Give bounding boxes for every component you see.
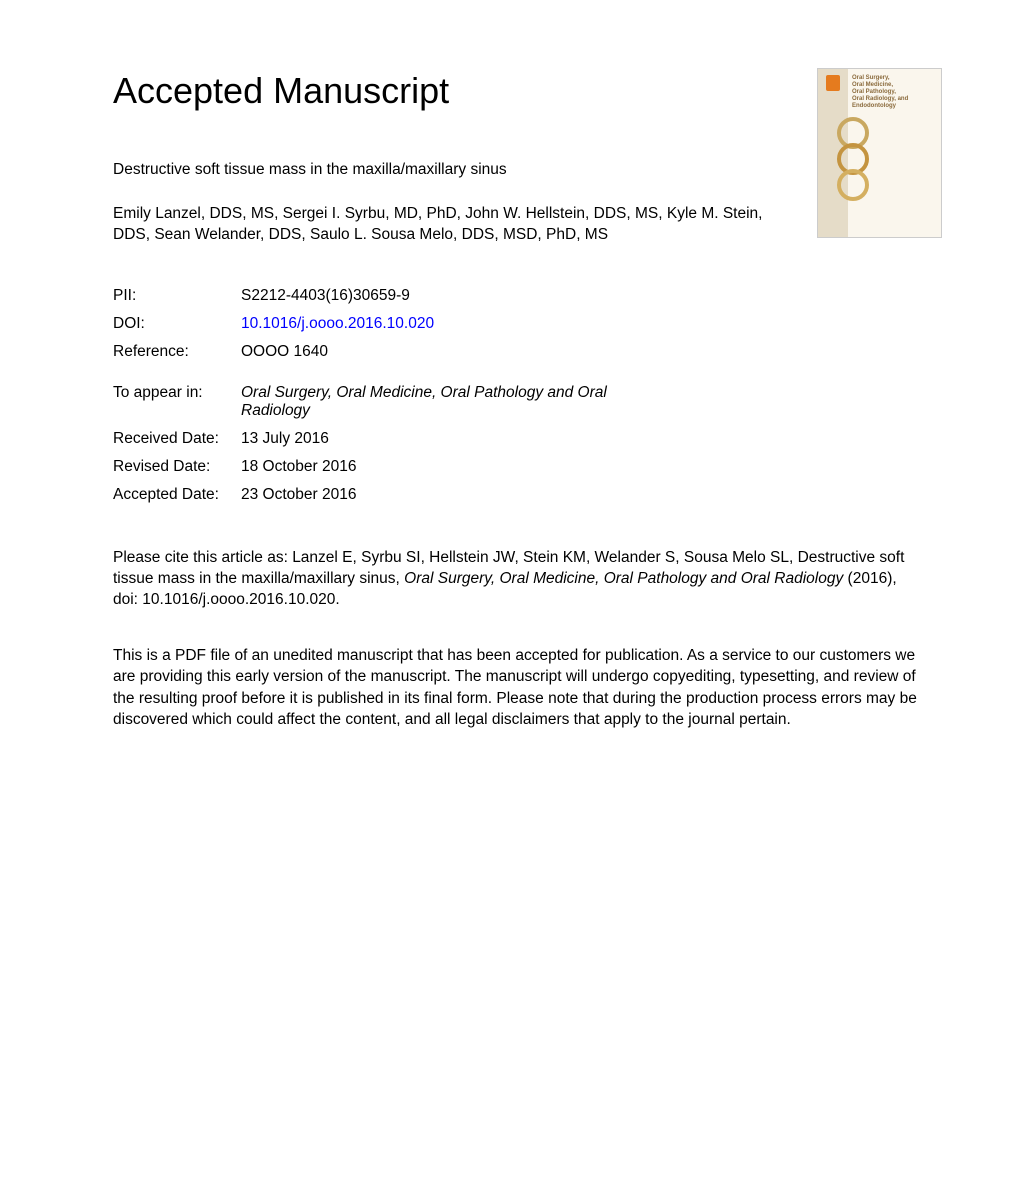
doi-label: DOI:	[113, 310, 241, 338]
cover-title-line: Oral Radiology, and	[852, 96, 908, 102]
doi-link[interactable]: 10.1016/j.oooo.2016.10.020	[241, 315, 434, 332]
table-row: Accepted Date: 23 October 2016	[113, 481, 661, 509]
table-row: Revised Date: 18 October 2016	[113, 453, 661, 481]
revised-value: 18 October 2016	[241, 453, 661, 481]
cover-journal-title: Oral Surgery, Oral Medicine, Oral Pathol…	[852, 75, 937, 109]
table-row: Received Date: 13 July 2016	[113, 425, 661, 453]
author-list: Emily Lanzel, DDS, MS, Sergei I. Syrbu, …	[113, 203, 768, 246]
table-row: To appear in: Oral Surgery, Oral Medicin…	[113, 366, 661, 425]
accepted-value: 23 October 2016	[241, 481, 661, 509]
table-row: PII: S2212-4403(16)30659-9	[113, 282, 661, 310]
content-wrapper: Destructive soft tissue mass in the maxi…	[113, 160, 930, 730]
accepted-label: Accepted Date:	[113, 481, 241, 509]
publisher-logo-icon	[826, 75, 840, 91]
pii-label: PII:	[113, 282, 241, 310]
citation-journal: Oral Surgery, Oral Medicine, Oral Pathol…	[404, 570, 843, 587]
cover-title-line: Oral Pathology,	[852, 89, 896, 95]
citation-text: Please cite this article as: Lanzel E, S…	[113, 547, 923, 611]
table-row: DOI: 10.1016/j.oooo.2016.10.020	[113, 310, 661, 338]
reference-value: OOOO 1640	[241, 338, 661, 366]
cover-title-line: Oral Surgery,	[852, 75, 890, 81]
table-row: Reference: OOOO 1640	[113, 338, 661, 366]
received-label: Received Date:	[113, 425, 241, 453]
received-value: 13 July 2016	[241, 425, 661, 453]
page-heading: Accepted Manuscript	[113, 70, 930, 112]
manuscript-page: Accepted Manuscript Oral Surgery, Oral M…	[0, 0, 1020, 790]
cover-title-line: Endodontology	[852, 103, 896, 109]
disclaimer-text: This is a PDF file of an unedited manusc…	[113, 645, 923, 731]
journal-name: Oral Surgery, Oral Medicine, Oral Pathol…	[241, 384, 607, 419]
metadata-table: PII: S2212-4403(16)30659-9 DOI: 10.1016/…	[113, 282, 661, 509]
revised-label: Revised Date:	[113, 453, 241, 481]
appear-label: To appear in:	[113, 366, 241, 425]
pii-value: S2212-4403(16)30659-9	[241, 282, 661, 310]
cover-title-line: Oral Medicine,	[852, 82, 893, 88]
article-title: Destructive soft tissue mass in the maxi…	[113, 160, 930, 181]
reference-label: Reference:	[113, 338, 241, 366]
